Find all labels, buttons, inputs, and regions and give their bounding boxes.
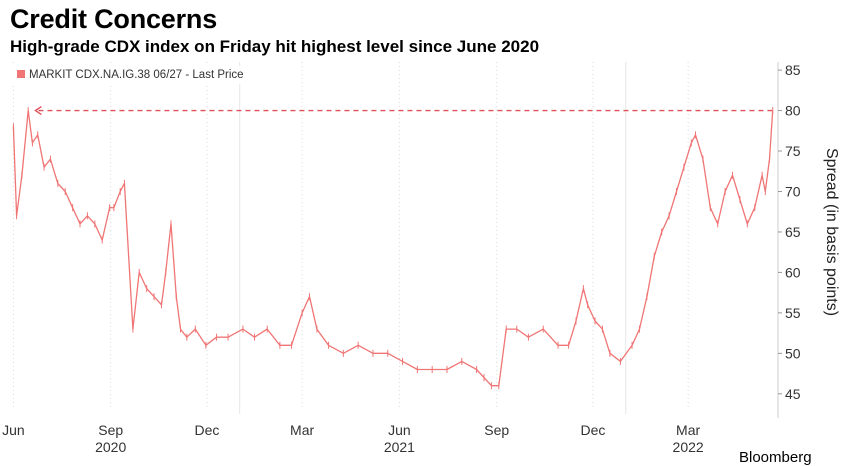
x-tick-label: Dec xyxy=(580,422,605,438)
x-year-label: 2020 xyxy=(95,439,126,455)
legend-label: MARKIT CDX.NA.IG.38 06/27 - Last Price xyxy=(29,69,244,81)
y-tick-label: 80 xyxy=(785,103,801,119)
chart-title: Credit Concerns xyxy=(10,4,218,34)
series-line xyxy=(12,109,774,387)
source-logo: Bloomberg xyxy=(739,449,812,466)
y-tick-label: 75 xyxy=(785,143,801,159)
chart-subtitle: High-grade CDX index on Friday hit highe… xyxy=(10,37,540,56)
x-tick-label: Dec xyxy=(194,422,219,438)
y-tick-label: 45 xyxy=(785,386,801,402)
reference-arrowhead xyxy=(34,105,42,116)
x-tick-label: Mar xyxy=(290,422,314,438)
reference-line-group xyxy=(34,105,773,116)
legend-swatch xyxy=(17,70,25,78)
x-tick-labels: Jun Sep Dec Mar Jun Sep Dec Mar xyxy=(2,422,700,438)
x-year-label: 2022 xyxy=(673,439,704,455)
y-tick-label: 65 xyxy=(785,224,801,240)
y-tick-label: 60 xyxy=(785,264,801,280)
x-tick-label: Sep xyxy=(484,422,509,438)
y-tick-label: 70 xyxy=(785,183,801,199)
y-tick-labels: 45 50 55 60 65 70 75 80 85 xyxy=(778,62,801,402)
grid-lines xyxy=(12,62,689,410)
legend-background xyxy=(12,66,260,84)
year-separators xyxy=(239,62,627,414)
y-tick-label: 50 xyxy=(785,345,801,361)
y-tick-label: 55 xyxy=(785,305,801,321)
y-tick-label: 85 xyxy=(785,62,801,78)
x-tick-label: Jun xyxy=(2,422,25,438)
x-tick-label: Sep xyxy=(98,422,123,438)
x-year-labels: 2020 2021 2022 xyxy=(95,439,704,455)
x-year-label: 2021 xyxy=(384,439,415,455)
x-tick-label: Jun xyxy=(388,422,411,438)
x-tick-label: Mar xyxy=(676,422,700,438)
y-axis-label: Spread (in basis points) xyxy=(823,148,840,316)
series-line-group xyxy=(12,107,774,390)
legend: MARKIT CDX.NA.IG.38 06/27 - Last Price xyxy=(12,66,260,84)
